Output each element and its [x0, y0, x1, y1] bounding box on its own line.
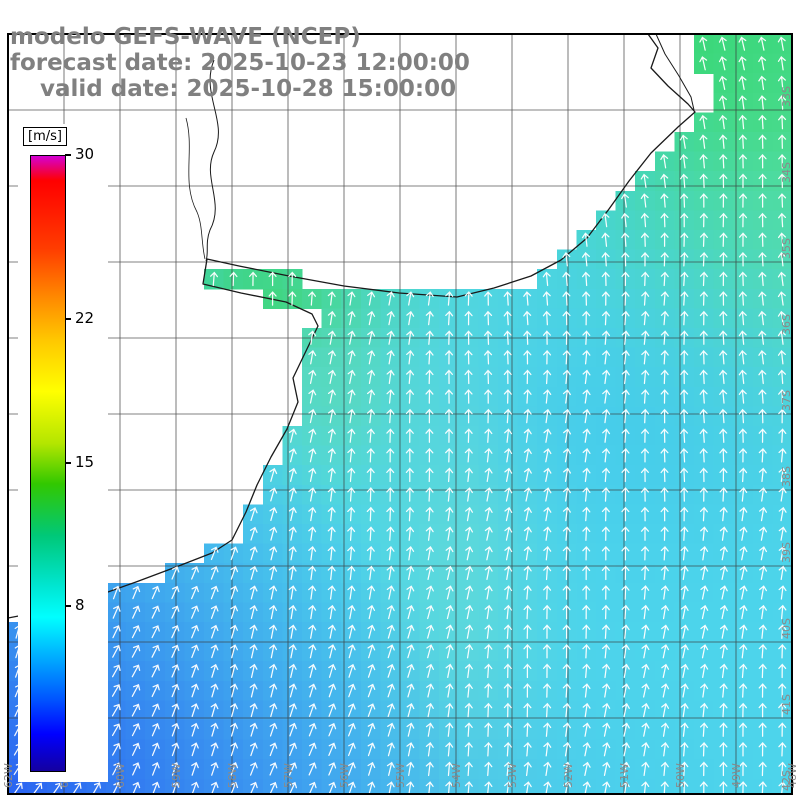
lat-label: 41S [780, 694, 793, 715]
lat-label: 33S [780, 86, 793, 107]
colorbar-gradient [30, 155, 66, 772]
lon-label: 55W [394, 763, 407, 788]
lagoon-line [655, 34, 695, 111]
lon-label: 53W [506, 763, 519, 788]
river-branch-line [185, 117, 206, 260]
lon-label: 60W [114, 763, 127, 788]
colorbar-tick-label: 8 [75, 596, 85, 615]
colorbar-tick-label: 30 [75, 145, 95, 164]
lon-label: 50W [674, 763, 687, 788]
forecast-date: forecast date: 2025-10-23 12:00:00 [10, 50, 470, 76]
lon-label: 56W [338, 763, 351, 788]
coastline [8, 34, 696, 619]
lat-label: 39S [780, 542, 793, 563]
lat-label: 37S [780, 390, 793, 411]
map-titles: modelo GEFS-WAVE (NCEP) forecast date: 2… [10, 24, 470, 102]
lon-label: 57W [282, 763, 295, 788]
lon-label: 54W [450, 763, 463, 788]
colorbar-tick-label: 22 [75, 309, 95, 328]
colorbar-tick-mark [65, 461, 71, 464]
colorbar-tick-mark [65, 154, 71, 156]
river-line [205, 59, 219, 262]
lat-label: 40S [780, 618, 793, 639]
colorbar-tick-label: 15 [75, 452, 95, 471]
axis-labels: 62W61W60W59W58W57W56W55W54W53W52W51W50W4… [2, 86, 799, 791]
lat-label: 34S [780, 162, 793, 183]
lat-label: 35S [780, 238, 793, 259]
lon-label: 62W [2, 763, 15, 788]
lon-label: 59W [170, 763, 183, 788]
lon-label: 52W [562, 763, 575, 788]
colorbar: [m/s] 30 22 15 8 [18, 124, 108, 782]
lat-label: 38S [780, 466, 793, 487]
lon-label: 58W [226, 763, 239, 788]
colorbar-tick-mark [65, 318, 71, 320]
lat-label: 36S [780, 314, 793, 335]
lon-label: 49W [730, 763, 743, 788]
valid-date: valid date: 2025-10-28 15:00:00 [40, 76, 457, 102]
lon-label: 51W [618, 763, 631, 788]
model-title: modelo GEFS-WAVE (NCEP) [10, 24, 361, 50]
map-frame [7, 33, 793, 795]
lon-label: 48W [786, 763, 799, 788]
colorbar-unit-label: [m/s] [23, 127, 67, 146]
graticule [8, 34, 792, 794]
colorbar-tick-mark [65, 605, 71, 607]
lat-label: 42S [780, 770, 793, 791]
